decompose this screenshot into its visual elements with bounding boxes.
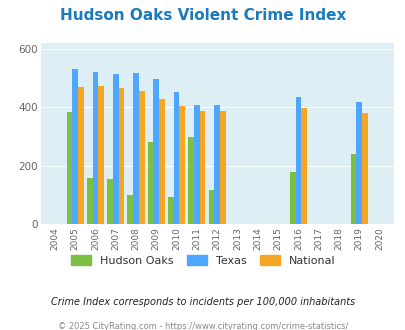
Bar [173, 92, 179, 224]
Bar [208, 190, 214, 224]
Bar [289, 172, 295, 224]
Bar [118, 88, 124, 224]
Bar [147, 142, 153, 224]
Bar [127, 195, 133, 224]
Text: Crime Index corresponds to incidents per 100,000 inhabitants: Crime Index corresponds to incidents per… [51, 297, 354, 307]
Legend: Hudson Oaks, Texas, National: Hudson Oaks, Texas, National [66, 250, 339, 270]
Bar [92, 72, 98, 224]
Bar [153, 79, 159, 224]
Bar [199, 111, 205, 224]
Bar [220, 111, 225, 224]
Bar [87, 178, 92, 224]
Bar [361, 114, 367, 224]
Bar [168, 197, 173, 224]
Bar [194, 105, 199, 224]
Bar [350, 154, 356, 224]
Bar [66, 112, 72, 224]
Text: © 2025 CityRating.com - https://www.cityrating.com/crime-statistics/: © 2025 CityRating.com - https://www.city… [58, 322, 347, 330]
Bar [179, 106, 185, 224]
Bar [159, 99, 164, 224]
Bar [113, 74, 118, 224]
Text: Hudson Oaks Violent Crime Index: Hudson Oaks Violent Crime Index [60, 8, 345, 23]
Bar [133, 73, 139, 224]
Bar [98, 86, 104, 224]
Bar [188, 137, 194, 224]
Bar [301, 108, 306, 224]
Bar [72, 69, 78, 224]
Bar [356, 102, 361, 224]
Bar [214, 105, 220, 224]
Bar [78, 87, 83, 224]
Bar [295, 97, 301, 224]
Bar [107, 179, 113, 224]
Bar [139, 91, 144, 224]
